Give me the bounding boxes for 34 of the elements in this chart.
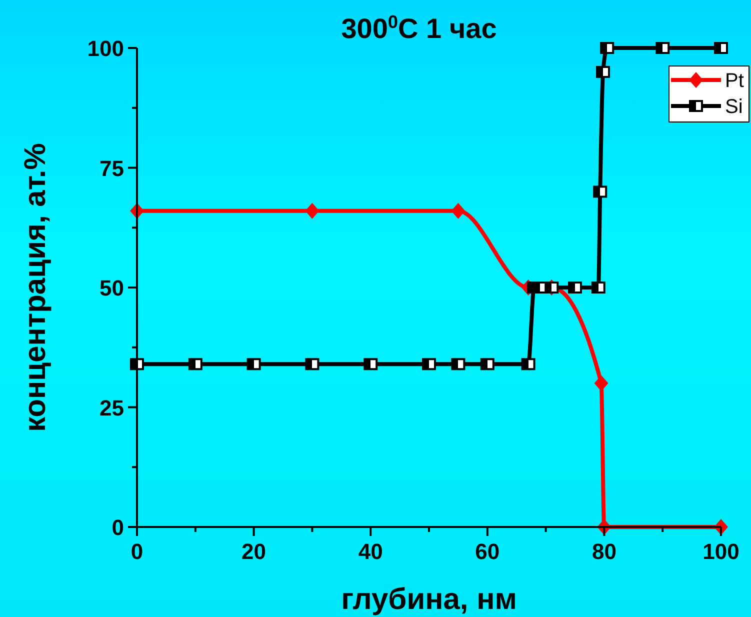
- point: [451, 202, 466, 219]
- x-tick-label: 0: [130, 539, 144, 564]
- y-tick-label: 25: [100, 395, 124, 420]
- point: [656, 42, 670, 54]
- point: [714, 42, 728, 54]
- point: [593, 186, 608, 198]
- point: [591, 282, 606, 294]
- point: [600, 42, 614, 54]
- point: [422, 358, 436, 370]
- y-axis-title: концентрация, ат.%: [19, 143, 52, 432]
- legend-label: Pt: [725, 70, 744, 92]
- point: [246, 358, 261, 370]
- y-tick-label: 0: [112, 515, 124, 540]
- point: [594, 375, 608, 392]
- x-axis-title: глубина, нм: [341, 583, 517, 616]
- y-tick-label: 50: [100, 276, 124, 300]
- x-tick-label: 40: [358, 539, 383, 564]
- y-tick-label: 100: [87, 36, 124, 61]
- point: [305, 358, 320, 370]
- point: [188, 358, 202, 370]
- x-tick-label: 100: [702, 539, 740, 564]
- point: [521, 358, 536, 370]
- point: [364, 358, 378, 370]
- point: [568, 282, 582, 294]
- x-tick-label: 60: [475, 539, 500, 564]
- chart-title: 300$^{0}$C 1 час: [341, 12, 497, 44]
- point: [480, 358, 494, 370]
- point: [305, 202, 320, 219]
- x-tick-label: 80: [592, 539, 616, 564]
- y-tick-label: 75: [100, 156, 124, 181]
- point: [596, 66, 610, 78]
- x-tick-label: 20: [242, 539, 266, 564]
- point: [451, 358, 466, 370]
- legend-label: Si: [725, 96, 743, 118]
